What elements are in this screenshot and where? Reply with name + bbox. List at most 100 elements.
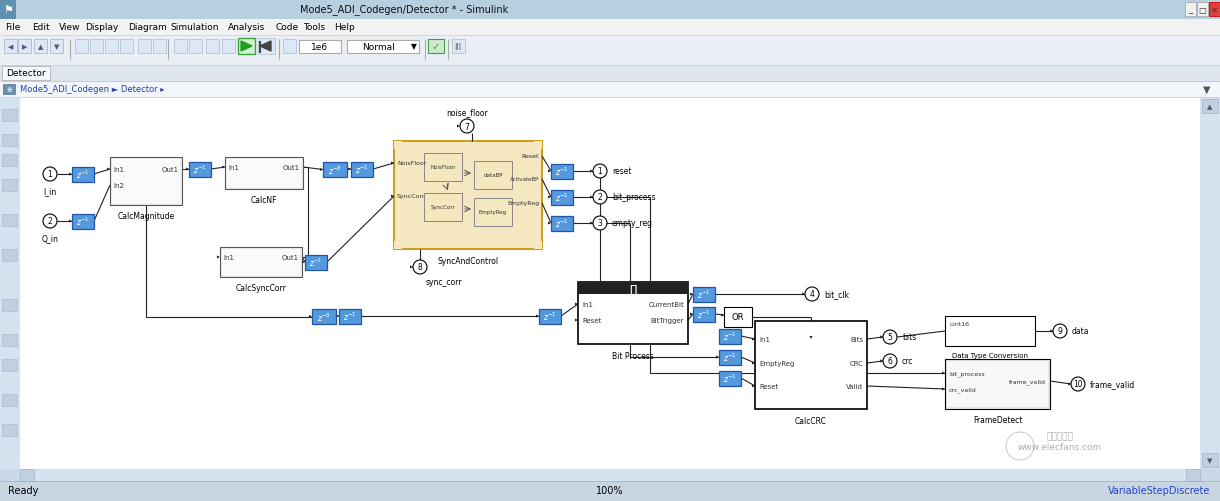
Text: View: View [59,24,81,33]
Text: Valid: Valid [847,383,863,389]
Bar [719,329,741,344]
Text: ✓: ✓ [432,42,440,52]
Bar [120,40,133,54]
Text: SyncCorr: SyncCorr [431,205,455,210]
Text: EmptyReg: EmptyReg [759,360,794,366]
Text: ▲: ▲ [38,44,43,50]
Text: CalcSyncCorr: CalcSyncCorr [235,284,287,293]
Circle shape [883,330,897,344]
Text: crc: crc [902,357,914,366]
Bar [283,40,296,54]
Bar [946,359,1050,409]
Bar [312,310,336,324]
Bar [90,40,102,54]
Text: data: data [1072,327,1089,336]
Text: In1: In1 [223,255,234,261]
Text: 1: 1 [48,170,52,179]
Text: Edit: Edit [32,24,50,33]
Bar [551,190,573,205]
Bar [224,158,303,189]
Polygon shape [303,261,305,264]
Bar [719,350,741,365]
Bar [4,40,17,54]
Text: 电子发烧友
www.elecfans.com: 电子发烧友 www.elecfans.com [1017,431,1102,451]
Text: VariableStepDiscrete: VariableStepDiscrete [1108,485,1210,495]
Text: $z^{-1}$: $z^{-1}$ [76,168,90,181]
Text: $z^{-1}$: $z^{-1}$ [193,163,207,176]
Polygon shape [590,222,593,225]
Text: 2: 2 [598,193,603,202]
Text: ∏: ∏ [630,284,637,294]
Text: 5: 5 [888,333,893,342]
Bar [2,359,17,371]
Polygon shape [548,170,551,173]
Text: $z^{-1}$: $z^{-1}$ [555,165,569,178]
Bar [475,162,512,189]
Bar [1197,3,1208,17]
Polygon shape [336,315,339,318]
Text: $z^{-1}$: $z^{-1}$ [723,372,737,384]
Text: Out1: Out1 [162,167,179,173]
Text: Mode5_ADI_Codegen ► Detector ▸: Mode5_ADI_Codegen ► Detector ▸ [20,85,165,94]
Bar [534,241,542,249]
Text: ✕: ✕ [1210,6,1218,15]
Polygon shape [70,220,72,223]
Bar [451,40,465,54]
Bar [2,249,17,262]
Text: 3: 3 [598,219,603,228]
Bar [394,241,403,249]
Bar [578,283,688,295]
Text: frame_valid: frame_valid [1009,378,1046,384]
Bar [394,142,403,150]
Polygon shape [410,266,414,269]
Bar [2,110,17,122]
Text: CalcMagnitude: CalcMagnitude [117,211,174,220]
Polygon shape [942,372,946,375]
Polygon shape [536,315,539,318]
Text: $z^{-1}$: $z^{-1}$ [543,310,556,323]
Polygon shape [810,336,813,339]
Bar [534,142,542,150]
Polygon shape [1050,330,1053,333]
Polygon shape [1068,383,1071,386]
Text: Simulation: Simulation [171,24,218,33]
Text: Ready: Ready [9,485,38,495]
Text: Diagram: Diagram [128,24,167,33]
Polygon shape [458,125,460,128]
Text: In2: In2 [113,183,124,188]
Bar [551,216,573,231]
Text: ▲: ▲ [1208,104,1213,110]
Circle shape [414,261,427,275]
Bar [346,41,418,54]
Text: BitTrigger: BitTrigger [650,317,684,323]
Text: CalcNF: CalcNF [251,195,277,204]
Bar [72,214,94,229]
Text: uint16: uint16 [949,322,969,327]
Polygon shape [716,356,719,359]
Text: crc_valid: crc_valid [949,386,977,392]
Polygon shape [548,222,551,225]
Bar [74,40,88,54]
Polygon shape [390,162,394,165]
Text: OR: OR [732,313,744,322]
Text: 100%: 100% [597,485,623,495]
Text: I_in: I_in [44,187,56,195]
Text: bit_process: bit_process [949,370,985,376]
Text: Analysis: Analysis [228,24,266,33]
Polygon shape [752,338,755,341]
Circle shape [1071,377,1085,391]
Text: File: File [5,24,21,33]
Text: bit_process: bit_process [612,193,655,202]
Bar [0,481,1220,501]
Polygon shape [70,173,72,176]
Bar [947,361,1048,407]
Bar [34,40,48,54]
Polygon shape [217,256,220,259]
Text: EmptyReg: EmptyReg [506,201,539,206]
Polygon shape [880,336,883,339]
Text: ⊕: ⊕ [6,87,12,93]
Text: $z^{-1}$: $z^{-1}$ [555,217,569,230]
Bar [539,309,561,324]
Polygon shape [309,315,312,318]
Bar [723,308,752,327]
